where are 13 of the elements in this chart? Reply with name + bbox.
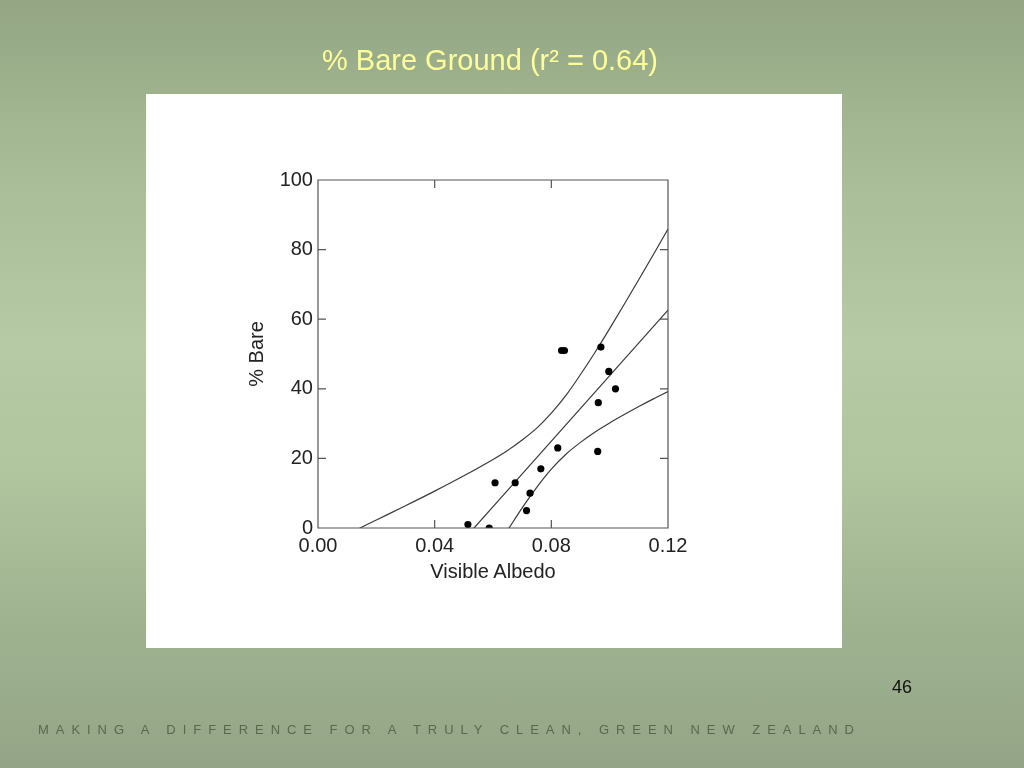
chart-title: % Bare Ground (r² = 0.64) bbox=[320, 43, 660, 78]
y-tick-label: 60 bbox=[290, 306, 313, 329]
text: 46 bbox=[892, 676, 913, 699]
y-tick-label: 80 bbox=[290, 237, 313, 260]
text: MAKING A DIFFERENCE FOR A TRULY CLEAN, GREEN NEW ZEALAND bbox=[38, 721, 861, 738]
x-axis-title: Visible Albedo bbox=[430, 559, 556, 582]
y-tick-label: 20 bbox=[290, 445, 313, 468]
x-tick-label: 0.08 bbox=[531, 533, 571, 556]
x-tick-label: 0.12 bbox=[648, 533, 688, 556]
y-axis-title: % Bare bbox=[244, 321, 267, 387]
x-tick-label: 0.04 bbox=[415, 533, 455, 556]
y-tick-label: 100 bbox=[279, 167, 313, 190]
y-tick-label: 40 bbox=[290, 376, 313, 399]
